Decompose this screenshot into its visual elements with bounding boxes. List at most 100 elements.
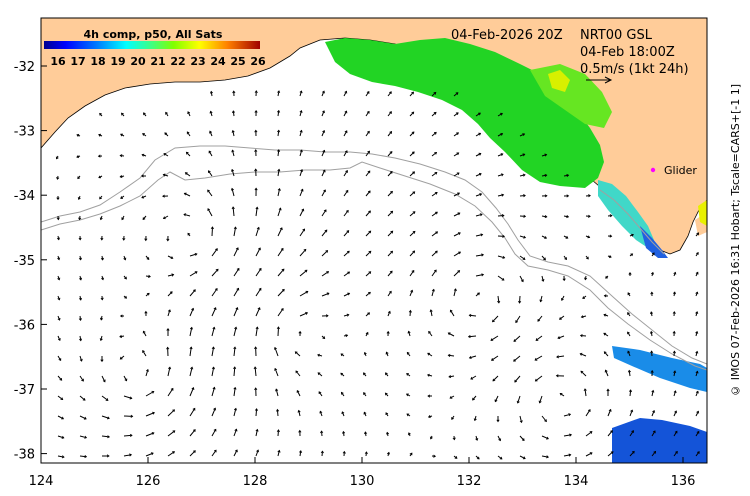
current-arrow (343, 292, 350, 297)
current-arrow (145, 275, 151, 278)
current-arrow (519, 153, 525, 157)
current-arrowhead (565, 235, 569, 239)
current-arrowhead (123, 257, 127, 261)
current-arrow (409, 191, 416, 197)
current-arrowhead (254, 129, 258, 133)
current-arrowhead (212, 386, 216, 390)
current-arrowhead (386, 451, 390, 455)
current-arrow (474, 415, 477, 421)
current-arrowhead (317, 353, 321, 357)
current-arrowhead (121, 217, 125, 221)
current-arrow (406, 352, 411, 357)
current-arrowhead (586, 256, 589, 260)
current-arrow (475, 274, 484, 277)
current-arrowhead (513, 358, 516, 362)
current-arrow (497, 255, 505, 259)
current-arrowhead (318, 391, 322, 394)
current-arrow (563, 255, 567, 260)
colorbar-ticks: 16 17 18 19 20 21 22 23 24 25 26 (50, 55, 266, 68)
current-arrow (57, 355, 62, 361)
current-arrowhead (324, 229, 328, 233)
current-arrow (319, 411, 323, 417)
current-arrow (519, 455, 526, 460)
current-arrow (585, 431, 593, 437)
current-arrow (556, 355, 565, 358)
current-arrow (470, 375, 477, 380)
current-arrowhead (434, 171, 438, 175)
current-arrow (497, 194, 504, 197)
current-arrow (607, 451, 614, 457)
current-arrowhead (99, 217, 103, 221)
current-arrowhead (346, 230, 350, 233)
current-arrowhead (411, 270, 415, 273)
colorbar-tick-label: 23 (190, 55, 205, 68)
current-arrow (321, 451, 323, 457)
current-arrowhead (513, 339, 517, 342)
current-arrowhead (347, 271, 351, 275)
current-arrowhead (277, 168, 281, 172)
current-arrowhead (537, 318, 541, 322)
current-arrow (563, 454, 571, 457)
current-arrowhead (566, 173, 570, 177)
current-arrow (580, 370, 587, 377)
current-arrowhead (544, 194, 548, 198)
current-arrow (189, 408, 196, 417)
current-arrowhead (500, 133, 504, 136)
current-arrowhead (230, 187, 234, 191)
current-arrowhead (672, 330, 676, 334)
current-arrowhead (213, 428, 217, 432)
current-arrowhead (162, 194, 165, 198)
current-arrow (475, 173, 482, 177)
current-arrowhead (518, 300, 522, 304)
current-arrow (519, 235, 526, 239)
current-arrowhead (408, 309, 412, 313)
current-arrowhead (609, 214, 613, 218)
current-arrowhead (191, 387, 195, 390)
current-arrowhead (521, 438, 525, 442)
current-arrowhead (606, 388, 610, 392)
current-arrowhead (301, 208, 305, 212)
current-arrowhead (233, 386, 237, 390)
current-arrow (167, 367, 171, 377)
current-arrowhead (78, 217, 82, 221)
current-arrow (365, 250, 372, 257)
current-arrow (409, 91, 414, 97)
current-arrow (343, 250, 350, 257)
current-arrow (365, 210, 371, 217)
current-arrow (343, 210, 349, 217)
current-arrowhead (101, 277, 105, 281)
current-arrowhead (522, 153, 526, 157)
current-arrowhead (429, 309, 433, 313)
current-arrow (101, 415, 110, 419)
current-arrow (340, 392, 345, 397)
current-arrowhead (295, 370, 299, 374)
current-arrow (299, 269, 308, 277)
current-arrowhead (294, 351, 298, 355)
current-arrow (449, 395, 455, 399)
current-arrow (342, 431, 345, 437)
current-arrow (537, 315, 543, 322)
current-arrow (167, 255, 174, 259)
current-arrowhead (448, 375, 452, 379)
current-arrow (274, 368, 279, 377)
current-arrow (559, 315, 565, 320)
current-arrow (513, 355, 521, 362)
current-arrowhead (566, 194, 570, 198)
current-arrowhead (475, 437, 479, 441)
current-arrow (519, 255, 526, 260)
current-arrow (255, 247, 261, 257)
current-arrow (299, 149, 303, 157)
current-arrow (673, 390, 677, 397)
current-arrowhead (210, 226, 214, 230)
current-arrowhead (344, 90, 348, 94)
current-arrowhead (150, 452, 154, 456)
current-arrowhead (151, 432, 155, 435)
current-arrowhead (189, 326, 193, 330)
current-arrow (365, 190, 371, 197)
current-arrowhead (275, 388, 279, 392)
current-arrow (277, 169, 280, 177)
current-arrow (535, 335, 543, 341)
current-arrowhead (477, 292, 480, 296)
current-arrow (431, 250, 438, 257)
current-arrowhead (544, 153, 548, 157)
